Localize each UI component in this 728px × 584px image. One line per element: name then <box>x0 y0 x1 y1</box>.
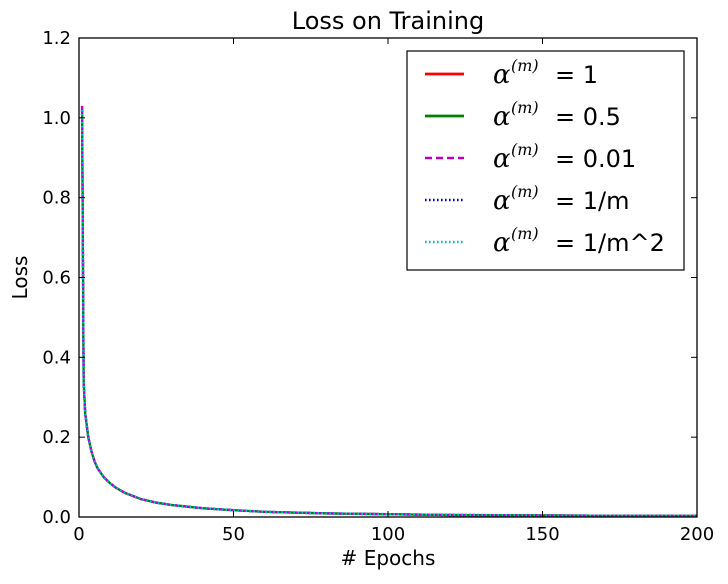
y-tick-label: 0.4 <box>42 347 71 368</box>
legend: α (m) = 1α (m) = 0.5α (m) = 0.01α (m) = 1/mα (m) =… <box>406 50 685 271</box>
legend-label: = 1/m^2 <box>555 229 665 257</box>
x-tick-label: 100 <box>371 524 405 545</box>
x-tick-label: 0 <box>73 524 84 545</box>
x-tick-label: 50 <box>222 524 245 545</box>
legend-superscript: (m) <box>511 140 539 159</box>
y-tick-label: 0.8 <box>42 188 71 209</box>
legend-alpha-symbol: α <box>493 228 511 258</box>
legend-box <box>406 50 685 271</box>
y-tick-label: 1.2 <box>42 28 71 49</box>
legend-label: = 0.01 <box>555 145 636 173</box>
legend-superscript: (m) <box>511 224 539 243</box>
legend-superscript: (m) <box>511 182 539 201</box>
chart-title: Loss on Training <box>292 7 485 35</box>
legend-alpha-symbol: α <box>493 144 511 174</box>
y-tick-label: 0.6 <box>42 268 71 289</box>
legend-alpha-symbol: α <box>493 102 511 132</box>
y-tick-label: 0.0 <box>42 507 71 528</box>
x-axis-label: # Epochs <box>341 546 436 570</box>
legend-label: = 1 <box>555 61 598 89</box>
legend-label: = 1/m <box>555 187 629 215</box>
series-line-1-m-2 <box>80 109 697 517</box>
y-tick-label: 0.2 <box>42 427 71 448</box>
series-layer <box>80 105 697 517</box>
x-tick-label: 200 <box>680 524 714 545</box>
legend-superscript: (m) <box>511 56 539 75</box>
tick-layer: 0 50 100 150 200 0.0 0.2 0.4 0.6 0.8 1.0 1.2 <box>42 28 714 545</box>
y-tick-label: 1.0 <box>42 108 71 129</box>
y-axis-label: Loss <box>8 256 32 300</box>
x-tick-label: 150 <box>525 524 559 545</box>
legend-superscript: (m) <box>511 98 539 117</box>
legend-alpha-symbol: α <box>493 186 511 216</box>
legend-label: = 0.5 <box>555 103 621 131</box>
legend-alpha-symbol: α <box>493 60 511 90</box>
plot-area-frame <box>78 37 698 518</box>
